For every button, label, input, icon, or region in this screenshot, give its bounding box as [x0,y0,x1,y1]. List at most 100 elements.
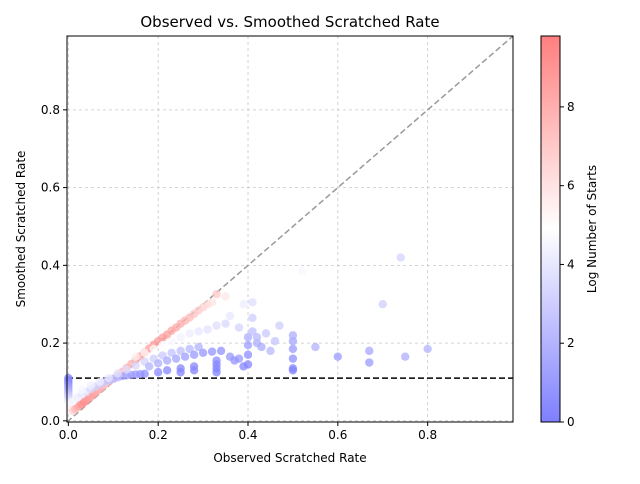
y-tick-label-0: 0.0 [41,414,60,428]
data-point-130 [261,329,271,338]
data-point-96 [203,325,212,334]
data-point-134 [225,311,235,321]
data-point-133 [234,323,244,332]
data-point-138 [275,321,284,330]
data-point-93 [176,333,185,342]
data-point-102 [171,354,181,363]
data-point-55 [212,289,221,299]
data-point-110 [153,368,163,377]
x-tick-label-3: 0.6 [328,428,347,442]
data-point-152 [401,352,410,361]
plot-frame [66,35,514,423]
data-point-73 [140,369,149,378]
data-point-107 [216,346,226,356]
data-point-90 [149,344,158,354]
colorbar [540,35,561,423]
data-point-124 [243,340,253,350]
x-tick-label-4: 0.8 [418,428,437,442]
data-point-100 [153,359,163,368]
data-point-99 [144,362,154,371]
data-point-91 [158,340,167,350]
data-point-142 [288,344,298,354]
data-point-105 [198,348,208,358]
data-point-144 [288,331,298,340]
data-point-137 [270,336,280,346]
y-tick-label-2: 0.4 [41,258,60,272]
data-point-131 [248,313,257,323]
data-point-76 [95,377,104,387]
colorbar-ticks: 0 2 4 6 8 [560,100,575,429]
data-point-146 [311,342,320,352]
data-point-148 [365,358,374,367]
data-point-101 [162,356,172,365]
data-point-143 [288,336,298,346]
data-point-128 [252,333,262,342]
data-point-150 [378,300,387,309]
y-axis-label: Smoothed Scratched Rate [14,151,28,308]
data-point-115 [189,362,199,371]
data-point-75 [86,380,96,390]
data-point-125 [243,333,253,342]
data-point-145 [297,266,307,276]
data-point-149 [365,346,374,356]
x-axis-ticks: 0.0 0.2 0.4 0.6 0.8 [59,422,437,442]
data-point-141 [288,354,298,363]
data-point-132 [248,298,257,307]
data-point-79 [122,365,131,374]
data-point-88 [131,352,140,361]
x-axis-label: Observed Scratched Rate [213,451,366,465]
data-point-120 [230,356,239,365]
x-tick-label-0: 0.0 [59,428,78,442]
data-point-94 [185,329,194,338]
data-point-140 [288,364,298,373]
y-tick-label-3: 0.6 [41,181,60,195]
colorbar-tick-label-3: 6 [567,179,575,193]
x-tick-label-1: 0.2 [149,428,168,442]
data-point-95 [194,327,203,336]
data-point-136 [266,346,275,356]
data-point-54 [207,298,217,307]
colorbar-label: Log Number of Starts [585,165,599,293]
chart-title: Observed vs. Smoothed Scratched Rate [140,13,439,31]
data-point-151 [396,253,405,262]
y-tick-label-4: 0.8 [41,103,60,117]
data-points [64,253,432,416]
data-point-113 [176,364,185,373]
data-point-126 [248,327,257,336]
colorbar-tick-label-1: 2 [567,336,575,350]
data-point-153 [423,344,432,354]
data-point-123 [243,350,253,359]
identity-line [66,35,514,423]
data-point-135 [239,300,248,309]
data-point-85 [176,346,185,356]
data-point-77 [104,373,113,383]
data-point-92 [167,336,176,346]
grid-lines [67,36,513,422]
y-axis-ticks: 0.0 0.2 0.4 0.6 0.8 [41,103,67,428]
data-point-104 [189,350,199,359]
colorbar-tick-label-0: 0 [567,415,575,429]
y-tick-label-1: 0.2 [41,336,60,350]
data-point-129 [257,342,266,352]
colorbar-tick-label-4: 8 [567,100,575,114]
data-point-103 [180,352,190,361]
data-point-86 [185,344,194,354]
data-point-147 [333,352,343,361]
data-point-111 [162,366,172,375]
data-point-106 [207,347,217,356]
data-point-122 [243,360,253,369]
data-point-80 [131,361,140,370]
x-tick-label-2: 0.4 [238,428,257,442]
data-point-78 [113,369,122,378]
colorbar-tick-label-2: 4 [567,257,575,271]
data-point-87 [194,342,203,352]
data-point-97 [212,321,221,330]
data-point-56 [221,292,230,301]
data-point-98 [221,319,230,328]
data-point-119 [212,356,221,365]
data-point-89 [140,348,149,358]
data-point-74 [77,385,87,394]
data-point-84 [167,348,176,358]
